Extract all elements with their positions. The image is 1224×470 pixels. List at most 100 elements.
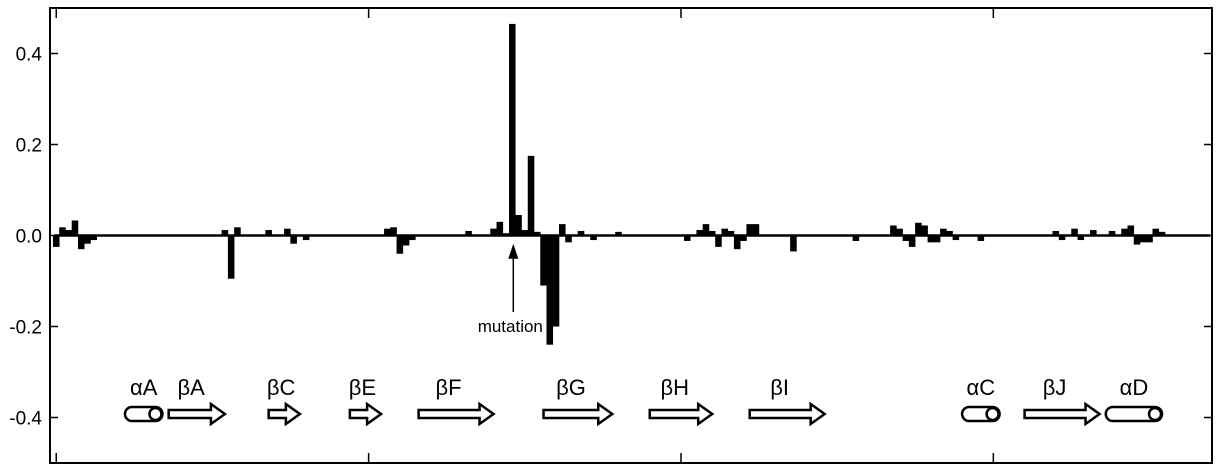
secondary-structure-label: βE: [349, 375, 376, 400]
data-bar: [396, 235, 404, 254]
data-bar: [615, 231, 622, 236]
data-bar: [946, 230, 953, 236]
strand-arrow: [1023, 401, 1102, 427]
bar-series: [52, 23, 1166, 345]
y-tick-label: 0.2: [16, 136, 42, 157]
data-bar: [565, 235, 572, 243]
y-tick-label: -0.4: [9, 409, 42, 430]
helix-cap: [1147, 406, 1163, 422]
axis-ticks: 0.40.20.0-0.2-0.4050100150: [9, 8, 1212, 463]
data-bar: [1158, 231, 1166, 236]
strand-arrow: [542, 401, 615, 427]
mutation-annotation: mutation: [478, 243, 543, 336]
data-bar: [534, 231, 541, 236]
data-bar: [1071, 228, 1078, 236]
data-bar: [402, 235, 410, 246]
secondary-structure-label: βJ: [1043, 375, 1067, 400]
data-bar: [908, 235, 916, 247]
data-bar: [390, 227, 397, 236]
data-bar: [527, 155, 535, 236]
data-bar: [1090, 230, 1097, 236]
annotation-label: mutation: [478, 317, 543, 336]
data-bar: [1058, 235, 1066, 241]
annotation-arrow-head: [508, 243, 519, 259]
data-bar: [265, 230, 272, 236]
strand-arrow: [748, 401, 827, 427]
data-bar: [490, 228, 497, 236]
data-bar: [896, 228, 903, 236]
data-bar: [77, 235, 85, 250]
data-bar: [721, 228, 728, 236]
data-bar: [221, 230, 229, 236]
strand-arrow: [648, 401, 715, 427]
y-tick-label: -0.2: [9, 318, 42, 339]
secondary-structure-label: βH: [660, 375, 689, 400]
data-bar: [1077, 235, 1085, 241]
data-bar: [1121, 228, 1128, 236]
y-tick-label: 0.4: [16, 45, 43, 66]
data-bar: [752, 224, 760, 236]
data-bar: [790, 235, 797, 252]
data-bar: [409, 235, 416, 241]
data-bar: [890, 225, 897, 236]
data-bar: [84, 235, 91, 244]
data-bar: [715, 235, 722, 247]
data-bar: [933, 235, 941, 243]
data-bar: [902, 235, 910, 241]
data-bar: [302, 235, 310, 241]
data-bar: [290, 235, 297, 244]
data-bar: [546, 235, 554, 345]
data-bar: [702, 224, 710, 236]
helix-cap: [985, 406, 1000, 422]
data-bar: [90, 235, 98, 241]
data-bar: [1133, 235, 1141, 245]
data-bar: [590, 235, 597, 241]
data-bar: [921, 225, 928, 236]
data-bar: [540, 235, 547, 286]
data-bar: [915, 222, 922, 236]
strand-arrow: [348, 401, 384, 427]
secondary-structure-label: βI: [770, 375, 789, 400]
strand-arrow: [417, 401, 496, 427]
data-bar: [521, 230, 529, 236]
data-bar: [284, 228, 291, 236]
data-bar: [558, 224, 566, 236]
data-bar: [502, 233, 510, 236]
helix-cap: [148, 406, 163, 422]
secondary-structure-track: αA βA βC βE βF βG βH βI αC βJ αD: [123, 375, 1164, 427]
data-bar: [496, 221, 504, 236]
data-bar: [1139, 235, 1147, 243]
data-bar: [683, 235, 691, 241]
data-bar: [1146, 235, 1153, 243]
data-bar: [71, 220, 79, 236]
data-bar: [852, 235, 860, 241]
strand-arrow: [167, 401, 228, 427]
data-bar: [65, 230, 73, 236]
secondary-structure-label: αD: [1120, 375, 1149, 400]
data-bar: [1152, 228, 1160, 236]
data-bar: [952, 235, 960, 241]
data-bar: [234, 227, 241, 236]
secondary-structure-label: βC: [267, 375, 296, 400]
data-bar: [708, 230, 716, 236]
secondary-structure-label: βA: [178, 375, 206, 400]
secondary-structure-label: αA: [130, 375, 158, 400]
data-bar: [227, 235, 235, 279]
y-tick-label: 0.0: [16, 227, 42, 248]
data-bar: [740, 235, 747, 241]
data-bar: [927, 235, 935, 243]
data-bar: [696, 230, 704, 236]
data-bar: [384, 228, 391, 236]
data-bar: [552, 235, 560, 327]
data-bar: [52, 235, 60, 247]
data-bar: [1052, 230, 1060, 236]
data-bar: [1108, 230, 1116, 236]
data-bar: [727, 230, 735, 236]
data-bar: [577, 230, 585, 236]
data-bar: [465, 230, 472, 236]
secondary-structure-label: αC: [967, 375, 996, 400]
secondary-structure-label: βF: [436, 375, 462, 400]
data-bar: [733, 235, 741, 250]
data-bar: [515, 215, 522, 236]
